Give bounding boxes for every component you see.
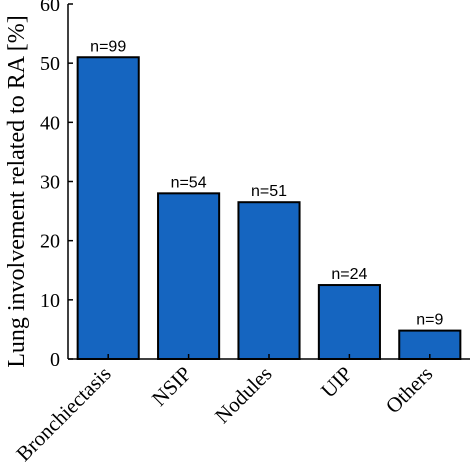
data-labels-group: n=99 n=54 n=51 n=24 n=9 [90, 38, 443, 328]
bars-group [76, 56, 462, 361]
data-label: n=54 [171, 174, 207, 191]
y-tick-label: 50 [40, 53, 60, 75]
data-label: n=9 [416, 312, 443, 329]
y-tick-label: 0 [50, 349, 60, 371]
y-tick-label: 30 [40, 172, 60, 194]
y-tick-label: 60 [40, 0, 60, 16]
y-tick-label: 20 [40, 231, 60, 253]
y-tick-label: 40 [40, 112, 60, 134]
bar-nsip [157, 192, 221, 360]
x-tick-label: Nodules [210, 362, 276, 428]
bar-bronchiectasis [76, 56, 140, 360]
x-tick-label: Others [381, 362, 438, 419]
x-axis-ticks: Bronchiectasis NSIP Nodules UIP Others [11, 354, 437, 466]
bar-uip [317, 284, 381, 360]
x-tick-label: UIP [316, 362, 357, 403]
y-tick-label: 10 [40, 290, 60, 312]
x-tick-label: NSIP [147, 362, 196, 411]
data-label: n=99 [90, 38, 126, 55]
x-tick-label: Bronchiectasis [11, 362, 115, 466]
y-axis-label: Lung involvement related to RA [%] [4, 15, 30, 368]
y-axis-ticks: 0 10 20 30 40 50 60 [40, 0, 73, 371]
data-label: n=51 [251, 183, 287, 200]
bar-nodules [237, 201, 301, 360]
data-label: n=24 [331, 266, 367, 283]
